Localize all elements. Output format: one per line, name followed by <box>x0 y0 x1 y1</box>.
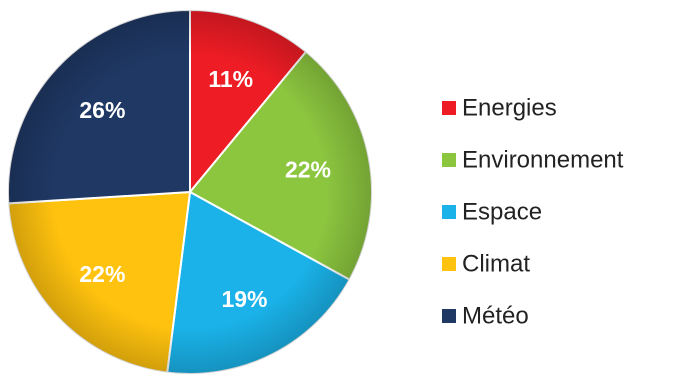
legend-label-climat: Climat <box>462 251 530 278</box>
legend-item-climat: Climat <box>442 251 530 278</box>
legend-item-espace: Espace <box>442 199 542 226</box>
legend-swatch-environnement <box>442 153 456 167</box>
slice-label-energies: 11% <box>208 66 253 92</box>
legend-label-energies: Energies <box>462 95 557 122</box>
legend-item-environnement: Environnement <box>442 147 624 174</box>
legend-swatch-climat <box>442 257 456 271</box>
legend-swatch-meteo <box>442 309 456 323</box>
legend-swatch-energies <box>442 101 456 115</box>
slice-label-meteo: 26% <box>79 97 125 123</box>
slice-labels: 11% 22% 19% 22% 26% <box>79 66 331 312</box>
slice-label-environnement: 22% <box>285 157 331 183</box>
legend-swatch-espace <box>442 205 456 219</box>
legend-item-meteo: Météo <box>442 303 529 330</box>
legend-label-espace: Espace <box>462 199 542 226</box>
slice-label-climat: 22% <box>79 261 125 287</box>
legend-item-energies: Energies <box>442 95 557 122</box>
pie-edge-shading <box>8 10 372 374</box>
slice-label-espace: 19% <box>221 286 267 312</box>
legend-label-environnement: Environnement <box>462 147 624 174</box>
legend: Energies Environnement Espace Climat Météo <box>442 95 624 330</box>
legend-label-meteo: Météo <box>462 303 529 330</box>
